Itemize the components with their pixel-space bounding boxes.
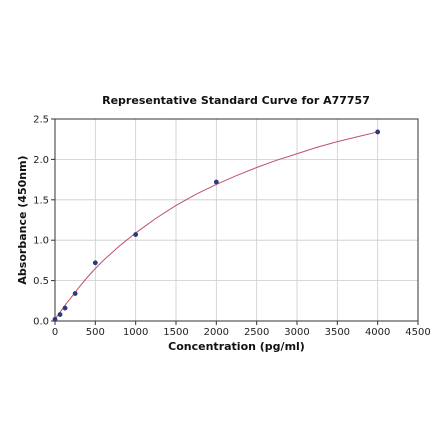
data-point [57, 312, 63, 317]
x-tick-label: 2500 [244, 327, 269, 338]
x-tick-label: 3000 [284, 327, 309, 338]
x-tick-label: 4500 [405, 327, 430, 338]
x-tick-label: 1000 [123, 327, 148, 338]
y-tick-label: 2.5 [33, 115, 49, 126]
y-tick-label: 1.5 [33, 195, 49, 206]
y-tick-label: 2.0 [33, 155, 49, 166]
x-tick-label: 1500 [163, 327, 188, 338]
x-tick-label: 4000 [365, 327, 390, 338]
data-point [92, 260, 98, 266]
y-tick-label: 1.0 [33, 236, 49, 247]
y-tick-label: 0.5 [33, 276, 49, 287]
data-point [133, 232, 139, 237]
x-tick-label: 2000 [204, 327, 229, 338]
x-tick-label: 3500 [325, 327, 350, 338]
data-point [72, 291, 78, 296]
x-axis-label: Concentration (pg/ml) [168, 340, 305, 353]
data-point [52, 316, 58, 322]
series [52, 129, 381, 322]
axis-ticks: 0 500 1000 1500 2000 2500 3000 3500 4000 4500 0.0 0… [33, 115, 431, 339]
data-point [375, 129, 381, 135]
y-axis-label: Absorbance (450nm) [16, 155, 29, 284]
x-tick-label: 500 [86, 327, 105, 338]
plot-area-frame [54, 118, 419, 322]
x-tick-label: 0 [52, 327, 58, 338]
grid [54, 118, 419, 322]
fit-curve-line [54, 131, 378, 319]
data-point [62, 305, 68, 311]
chart-title: Representative Standard Curve for A77757 [102, 94, 370, 107]
y-tick-label: 0.0 [33, 317, 49, 328]
data-point [213, 179, 219, 185]
